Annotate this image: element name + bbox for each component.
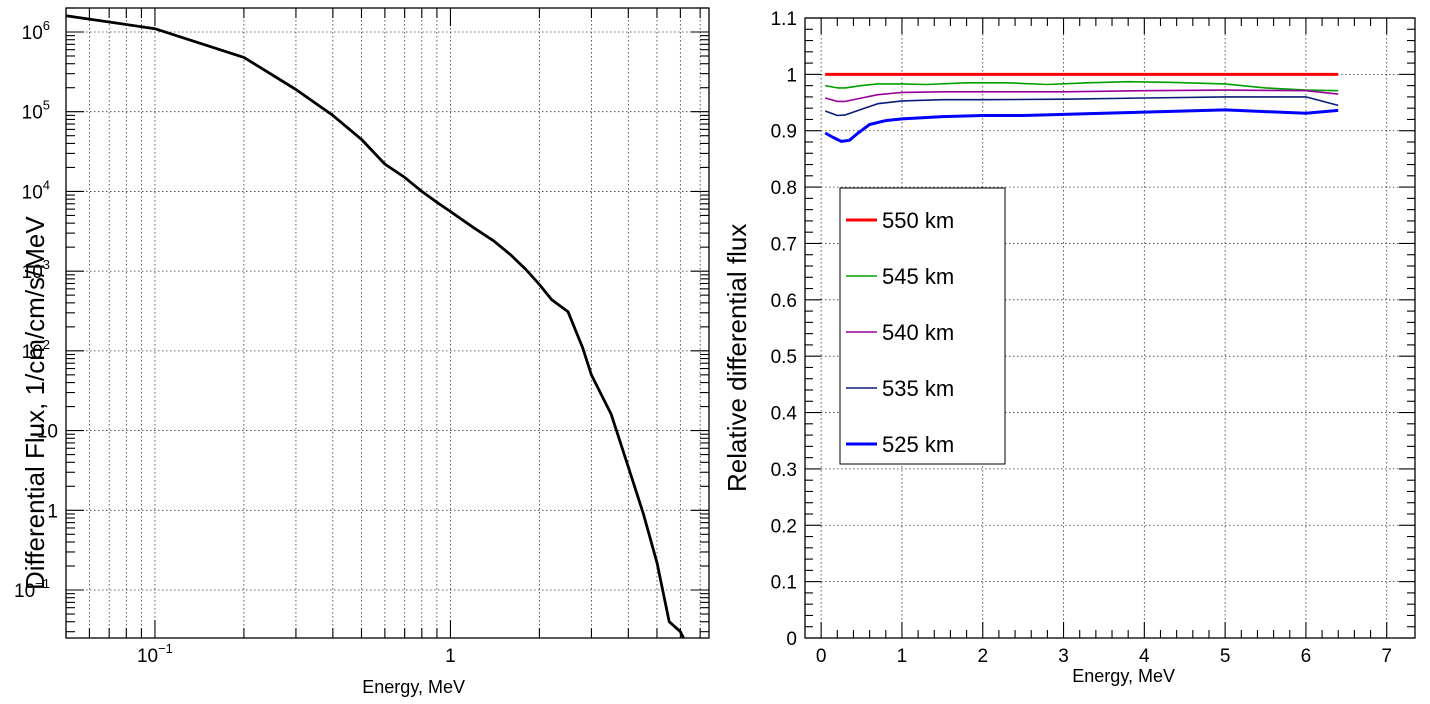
legend-label: 545 km — [882, 264, 954, 289]
y-tick-label: 1 — [47, 501, 58, 522]
legend-box — [839, 187, 1006, 465]
y-tick-label: 0.8 — [771, 178, 797, 199]
y-tick-label: 0.4 — [771, 404, 798, 425]
y-tick-label: 0.5 — [771, 347, 797, 368]
y-tick-label: 10−1 — [14, 576, 50, 602]
x-tick-label: 6 — [1301, 646, 1312, 667]
y-tick-label: 0.3 — [771, 460, 797, 481]
y-tick-label: 103 — [22, 257, 50, 283]
legend-label: 535 km — [882, 376, 954, 401]
y-tick-label: 0.7 — [771, 234, 797, 255]
y-tick-label: 102 — [22, 337, 50, 363]
right-x-axis-title: Energy, MeV — [1072, 666, 1175, 686]
y-tick-label: 10 — [37, 422, 58, 443]
x-tick-label: 1 — [897, 646, 908, 667]
y-tick-label: 106 — [22, 18, 50, 44]
legend-label: 540 km — [882, 320, 954, 345]
relative-flux-chart: 0 1 2 3 4 5 6 7 0 0.1 0.2 0.3 0.4 0.5 0.6 0.7 0.8 0.9 1 1.… — [722, 9, 1416, 686]
x-tick-label: 3 — [1058, 646, 1069, 667]
x-tick-label: 7 — [1381, 646, 1392, 667]
y-tick-label: 1 — [786, 65, 797, 86]
y-tick-label: 0.1 — [771, 573, 797, 594]
x-tick-label: 0 — [816, 646, 827, 667]
x-tick-label: 10−1 — [137, 641, 173, 667]
series-line-540-km — [824, 89, 1339, 103]
series-line-535-km — [824, 96, 1339, 117]
right-plot-frame — [804, 17, 1416, 639]
y-tick-label: 0.9 — [771, 122, 797, 143]
left-plot-frame — [65, 7, 710, 639]
x-tick-label: 4 — [1139, 646, 1150, 667]
right-y-axis-title: Relative differential flux — [722, 224, 752, 492]
left-x-axis-title: Energy, MeV — [362, 677, 465, 697]
x-tick-label: 1 — [445, 646, 456, 667]
y-tick-label: 104 — [22, 177, 50, 203]
series-line-525-km — [824, 108, 1339, 143]
y-tick-label: 0 — [786, 629, 797, 650]
y-tick-label: 105 — [22, 98, 50, 124]
legend: 550 km 545 km 540 km 535 km 525 km — [839, 187, 1006, 465]
y-tick-label: 0.2 — [771, 516, 797, 537]
series-line-545-km — [825, 80, 1339, 92]
left-y-axis-title: Differential Flux, 1/cm/cm/s/MeV — [20, 216, 50, 590]
x-tick-label: 2 — [977, 646, 988, 667]
flux-curve — [65, 14, 685, 639]
legend-label: 550 km — [882, 208, 954, 233]
legend-label: 525 km — [882, 432, 954, 457]
y-tick-label: 1.1 — [771, 9, 797, 30]
x-tick-label: 5 — [1220, 646, 1231, 667]
y-tick-label: 0.6 — [771, 291, 797, 312]
